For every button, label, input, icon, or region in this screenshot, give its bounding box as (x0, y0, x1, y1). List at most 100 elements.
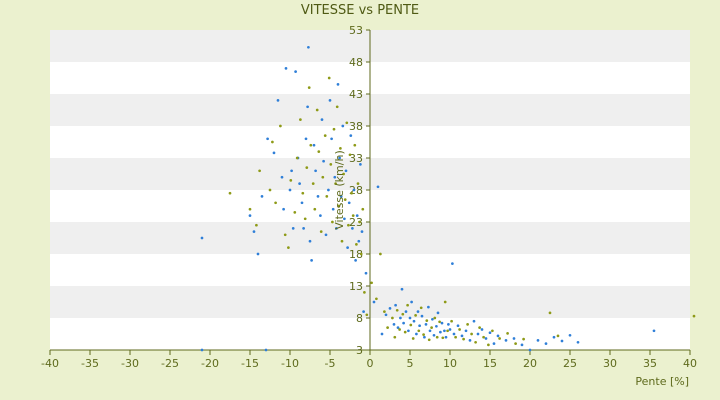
y-axis-label: Vitesse (km/h) (333, 150, 346, 230)
data-point-olive (370, 281, 373, 285)
data-point-olive (450, 319, 453, 323)
data-point-blue (256, 252, 260, 256)
data-point-blue (335, 227, 338, 230)
x-tick-label: 5 (407, 357, 414, 370)
data-point-blue (304, 137, 308, 141)
data-point-olive (295, 156, 299, 160)
data-point-blue (492, 342, 496, 345)
x-tick-label: 15 (483, 357, 497, 370)
x-tick-label: -5 (325, 357, 336, 370)
data-point-olive (228, 191, 232, 195)
data-point-olive (470, 332, 473, 336)
data-point-blue (352, 188, 356, 192)
data-point-olive (487, 343, 490, 347)
data-point-olive (386, 326, 389, 329)
data-point-blue (448, 328, 452, 331)
data-point-olive (466, 323, 469, 326)
data-point-blue (252, 230, 256, 233)
data-point-olive (305, 166, 309, 169)
data-point-olive (317, 150, 321, 153)
data-point-blue (444, 335, 448, 339)
data-point-blue (427, 305, 430, 309)
data-point-blue (404, 310, 408, 313)
data-point-olive (363, 291, 366, 294)
data-point-blue (464, 329, 468, 333)
data-point-blue (344, 169, 348, 173)
data-point-olive (307, 86, 311, 89)
data-point-olive (458, 328, 461, 331)
y-tick-label: 43 (349, 88, 363, 101)
data-point-olive (340, 239, 344, 243)
data-point-blue (330, 137, 333, 141)
data-point-blue (652, 329, 656, 333)
data-point-olive (454, 335, 457, 339)
data-point-blue (380, 332, 384, 336)
data-point-olive (417, 329, 421, 333)
data-point-olive (283, 233, 287, 237)
data-point-olive (398, 328, 401, 331)
data-point-blue (248, 214, 252, 217)
data-point-blue (284, 67, 288, 70)
data-point-blue (418, 324, 421, 328)
data-point-blue (460, 334, 464, 338)
data-point-olive (441, 336, 445, 340)
data-point-olive (337, 204, 341, 208)
data-point-olive (433, 316, 437, 320)
data-point-olive (345, 121, 349, 125)
data-point-blue (472, 319, 476, 323)
data-point-olive (342, 172, 345, 176)
data-point-blue (536, 339, 540, 342)
data-point-olive (692, 314, 696, 318)
data-point-blue (544, 342, 548, 345)
data-point-olive (255, 223, 258, 227)
data-point-olive (375, 297, 378, 301)
data-point-blue (376, 185, 380, 189)
data-point-blue (451, 262, 454, 265)
data-point-blue (402, 321, 405, 325)
x-tick-label: 20 (523, 357, 537, 370)
data-point-blue (560, 339, 564, 343)
data-point-blue (310, 259, 313, 262)
data-point-blue (331, 207, 335, 211)
data-point-olive (443, 300, 447, 304)
data-point-olive (422, 333, 425, 336)
data-point-olive (268, 188, 272, 192)
data-point-olive (438, 320, 441, 324)
x-tick-label: 40 (683, 357, 697, 370)
data-point-blue (200, 236, 204, 240)
data-point-olive (331, 220, 334, 224)
data-point-blue (308, 239, 312, 243)
data-point-olive (339, 147, 342, 150)
data-point-olive (446, 329, 449, 333)
data-point-blue (512, 337, 516, 340)
data-point-olive (411, 337, 415, 340)
data-point-olive (350, 191, 353, 195)
data-point-blue (484, 337, 488, 340)
data-point-blue (364, 271, 368, 275)
data-point-olive (409, 323, 413, 327)
data-point-olive (334, 182, 337, 185)
data-point-olive (391, 316, 394, 320)
data-point-blue (396, 326, 400, 329)
data-point-blue (316, 195, 320, 198)
data-point-blue (360, 230, 364, 233)
data-point-blue (302, 227, 305, 230)
data-point-blue (447, 323, 450, 326)
data-point-blue (260, 195, 264, 198)
data-point-blue (388, 307, 392, 310)
data-point-blue (320, 118, 324, 121)
x-tick-labels: -40 -35 -30 -25 -20 -15 -10 -5 0 5 10 15 20 25 30 35 40 (41, 350, 697, 370)
data-point-blue (424, 323, 428, 326)
data-point-blue (428, 329, 432, 333)
data-point-olive (414, 314, 417, 317)
x-tick-label: -40 (41, 357, 59, 370)
data-point-olive (274, 201, 277, 205)
data-point-blue (488, 331, 492, 335)
data-point-olive (435, 335, 439, 339)
data-point-blue (410, 300, 413, 304)
data-point-blue (298, 182, 301, 185)
data-point-blue (312, 143, 316, 147)
x-tick-label: 35 (643, 357, 657, 370)
data-point-blue (290, 169, 293, 173)
